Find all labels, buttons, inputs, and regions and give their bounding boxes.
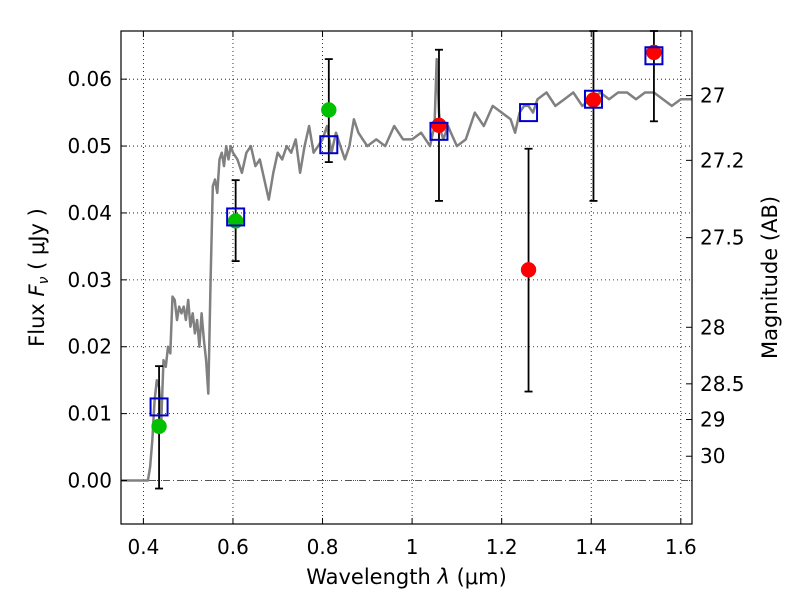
model-flux-square: [429, 121, 449, 141]
y-tick-label: 0.06: [67, 67, 112, 91]
red-data-point: [431, 117, 447, 134]
sed-model-line: [121, 57, 692, 482]
tick-labels: 0.4 0.6 0.8 1 1.2 1.4 1.6 0.00 0.01 0.02 0.03 0.04 0…: [67, 67, 744, 559]
model-flux-square: [149, 397, 169, 417]
green-data-point: [151, 418, 167, 435]
model-flux-square: [519, 103, 539, 123]
y2-tick-label: 27.2: [700, 148, 745, 172]
y2-tick-label: 27: [700, 84, 725, 108]
y2-axis-label: Magnitude (AB): [758, 196, 782, 359]
y2-tick-label: 27.5: [700, 226, 745, 250]
model-flux-square: [644, 46, 664, 66]
x-tick-label: 0.4: [127, 535, 159, 559]
x-tick-label: 0.6: [217, 535, 249, 559]
x-tick-label: 1.6: [665, 535, 697, 559]
observed-points-layer: [151, 44, 662, 435]
model-flux-layer: [149, 46, 664, 417]
model-flux-square: [226, 207, 246, 227]
y-tick-label: 0.02: [67, 335, 112, 359]
grid-lines: [121, 31, 692, 524]
red-data-point: [520, 262, 537, 278]
green-data-point: [321, 102, 337, 118]
sed-model-layer: [121, 57, 692, 482]
x-tick-label: 1.4: [575, 535, 607, 559]
y-tick-label: 0.01: [67, 402, 112, 426]
x-axis-label: Wavelength λ (μm): [306, 565, 507, 589]
y-tick-label: 0.05: [67, 134, 112, 158]
y-axis-label: Flux Fν ( μJy ): [25, 208, 52, 347]
axis-ticks: [121, 31, 692, 524]
y-tick-label: 0.04: [67, 201, 112, 225]
y2-tick-label: 28: [700, 315, 725, 339]
model-flux-square: [583, 89, 603, 109]
y-tick-label: 0.00: [67, 469, 112, 493]
y2-tick-label: 29: [700, 408, 725, 432]
red-data-point: [585, 92, 602, 108]
y2-tick-label: 30: [700, 444, 725, 468]
plot-frame: [120, 30, 693, 525]
error-bars-layer: [155, 30, 658, 490]
y-tick-label: 0.03: [67, 268, 112, 292]
y2-tick-label: 28.5: [700, 372, 745, 396]
x-tick-label: 0.8: [307, 535, 339, 559]
x-tick-label: 1: [406, 535, 419, 559]
model-flux-square: [319, 135, 339, 155]
x-tick-label: 1.2: [486, 535, 518, 559]
